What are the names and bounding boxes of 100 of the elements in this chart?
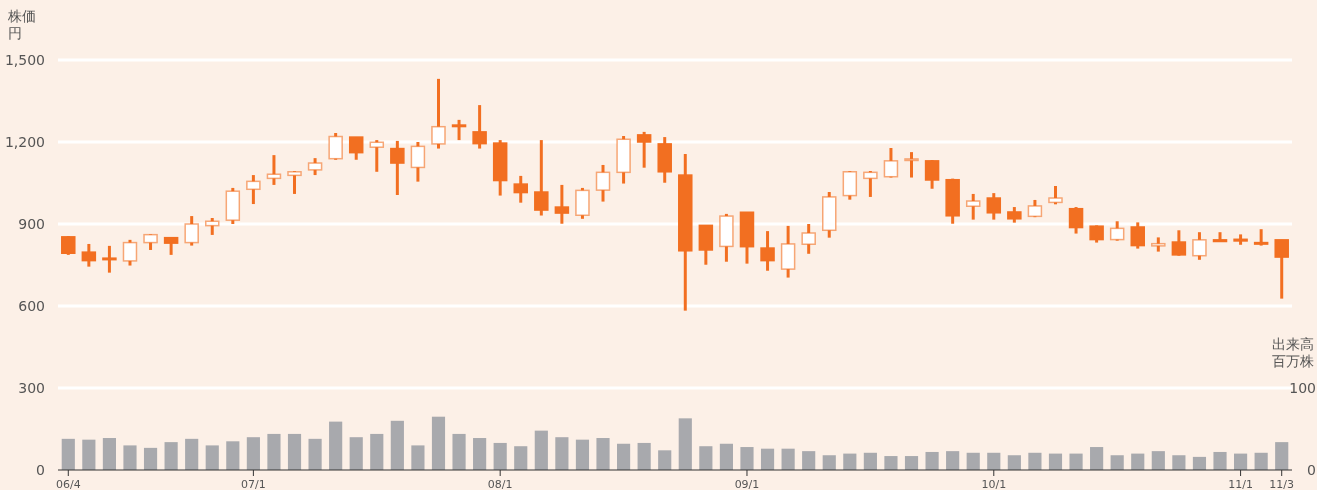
bar xyxy=(760,448,775,470)
y-tick-label: 0 xyxy=(36,462,45,478)
bar xyxy=(781,448,795,470)
x-tick-label: 09/1 xyxy=(734,478,760,490)
bar xyxy=(493,442,507,470)
bar xyxy=(164,442,178,470)
bar xyxy=(1131,453,1145,470)
x-tick-label: 11/3 xyxy=(1269,478,1295,490)
x-tick-label: 11/1 xyxy=(1228,478,1253,490)
y2-axis-title: 出来高百万株 xyxy=(1271,336,1314,370)
y-tick-label: 1,500 xyxy=(4,52,45,68)
candlestick xyxy=(554,183,570,224)
bar xyxy=(719,443,733,470)
bar xyxy=(843,453,857,470)
bar xyxy=(82,439,96,470)
candlestick xyxy=(472,105,487,149)
candlestick xyxy=(61,236,76,255)
candlestick xyxy=(1048,186,1063,205)
bar xyxy=(658,450,672,470)
bar xyxy=(452,433,466,470)
bar xyxy=(617,443,631,470)
candlestick xyxy=(595,163,611,202)
bar xyxy=(1048,453,1063,470)
y-tick-label: 1,200 xyxy=(4,134,45,150)
bar xyxy=(205,445,219,470)
bar xyxy=(1172,455,1186,470)
bar xyxy=(802,451,816,470)
candlestick xyxy=(122,238,138,266)
bar xyxy=(699,446,713,470)
bar xyxy=(349,437,363,470)
bar xyxy=(246,437,260,470)
y-axis-title: 株価円 xyxy=(8,8,37,42)
y-tick-label: 900 xyxy=(18,216,45,232)
bar xyxy=(966,452,980,470)
bar xyxy=(575,439,590,470)
bar xyxy=(1275,442,1289,470)
bar xyxy=(555,437,569,470)
candlestick xyxy=(1274,239,1289,299)
candlestick xyxy=(842,170,858,200)
x-tick-label: 07/1 xyxy=(241,478,266,490)
bar xyxy=(329,421,343,470)
bar xyxy=(637,442,651,470)
candlestick xyxy=(246,175,261,206)
candlestick xyxy=(1192,232,1207,260)
bar xyxy=(946,451,960,470)
bar xyxy=(1007,455,1021,470)
bar xyxy=(1090,447,1104,470)
y2-tick-label: 0 xyxy=(1307,462,1316,478)
candlestick xyxy=(965,192,981,220)
bar xyxy=(596,438,610,470)
candlestick xyxy=(1068,207,1084,234)
bar xyxy=(678,418,692,470)
candlestick xyxy=(81,242,97,267)
bar xyxy=(884,456,898,470)
bar xyxy=(740,447,754,470)
candlestick xyxy=(986,193,1002,220)
candlestick xyxy=(760,231,775,271)
bar xyxy=(431,416,446,470)
bar xyxy=(1069,453,1083,470)
x-tick-label: 10/1 xyxy=(981,478,1007,490)
bar xyxy=(925,451,939,470)
bar xyxy=(1110,455,1124,470)
bar xyxy=(287,433,302,470)
bar xyxy=(534,430,548,470)
candlestick xyxy=(883,148,899,178)
bar xyxy=(123,445,137,470)
candlestick xyxy=(534,140,549,216)
x-tick-label: 08/1 xyxy=(487,478,513,490)
y2-tick-label: 100 xyxy=(1289,380,1316,396)
bar xyxy=(370,433,384,470)
bar xyxy=(143,447,158,470)
bar xyxy=(987,452,1001,470)
candlestick xyxy=(390,139,405,196)
bar xyxy=(102,438,116,470)
bar xyxy=(904,456,919,470)
candlestick xyxy=(863,170,878,197)
bar xyxy=(411,445,425,470)
candlestick xyxy=(904,152,919,178)
bar xyxy=(1028,452,1042,470)
bar xyxy=(863,452,877,470)
bar xyxy=(822,455,836,470)
bar xyxy=(390,420,404,470)
bar xyxy=(1151,451,1165,470)
bar xyxy=(308,438,322,470)
candlestick xyxy=(348,136,364,160)
candlestick xyxy=(1171,230,1187,256)
bar xyxy=(514,446,528,470)
x-tick-label: 06/4 xyxy=(55,478,81,490)
bar xyxy=(1213,451,1227,470)
candlestick xyxy=(924,160,940,189)
candlestick xyxy=(1130,222,1145,249)
bar xyxy=(267,433,281,470)
candlestick xyxy=(451,118,467,142)
bar xyxy=(185,438,199,470)
bar xyxy=(1254,452,1268,470)
y-tick-label: 600 xyxy=(18,298,45,314)
bar xyxy=(61,438,75,470)
candlestick xyxy=(636,130,652,168)
candlestick xyxy=(513,174,528,203)
candlestick xyxy=(102,244,117,273)
